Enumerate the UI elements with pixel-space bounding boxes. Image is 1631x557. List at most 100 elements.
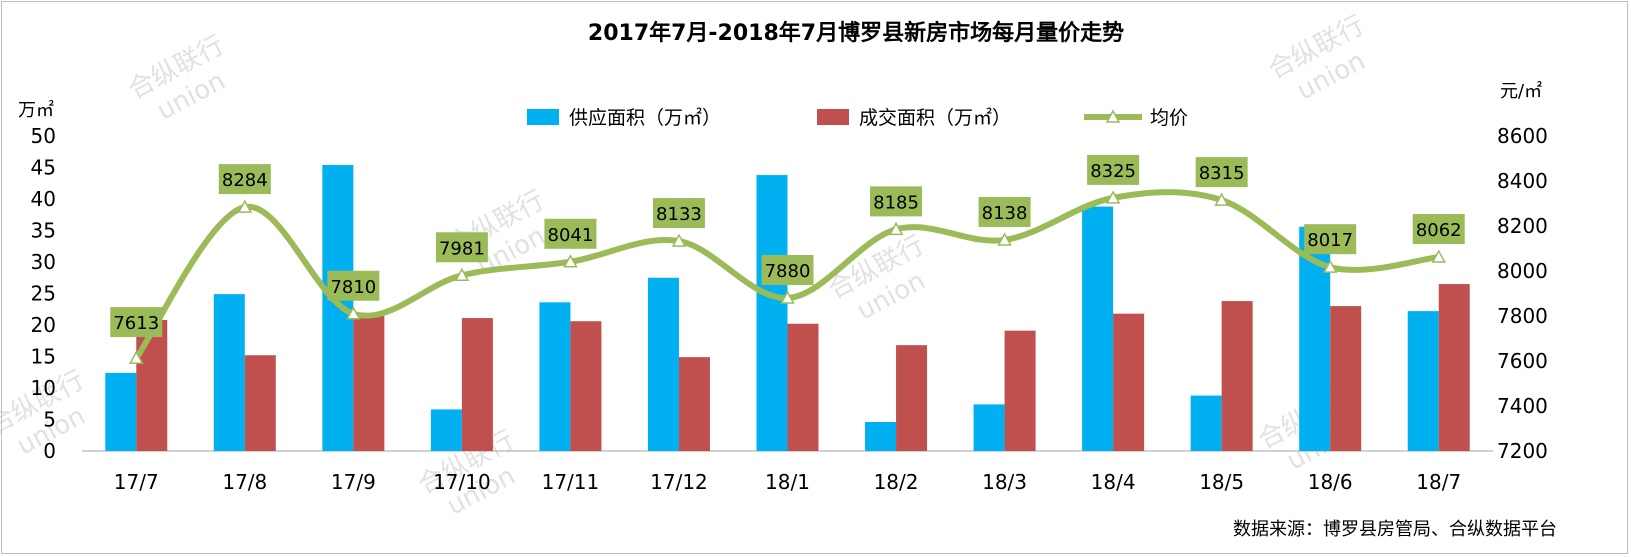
supply-bar bbox=[647, 277, 679, 451]
price-data-label: 8315 bbox=[1195, 157, 1248, 188]
deal-bar bbox=[244, 355, 276, 451]
y-left-tick-label: 40 bbox=[31, 187, 56, 211]
price-label-text: 7810 bbox=[330, 277, 376, 298]
price-marker bbox=[997, 232, 1012, 246]
price-marker bbox=[346, 306, 361, 320]
deal-bar bbox=[136, 319, 168, 451]
legend-label: 成交面积（万㎡） bbox=[859, 106, 1011, 129]
legend-item: 成交面积（万㎡） bbox=[817, 106, 1011, 129]
price-label-text: 7880 bbox=[765, 261, 811, 282]
price-marker bbox=[780, 290, 795, 304]
price-line bbox=[129, 189, 1446, 364]
supply-bar bbox=[1190, 395, 1222, 451]
price-marker bbox=[454, 267, 470, 282]
legend-label: 均价 bbox=[1150, 107, 1188, 129]
price-label-box bbox=[435, 232, 488, 263]
deal-bar bbox=[787, 323, 819, 451]
x-tick-label: 18/4 bbox=[1091, 470, 1136, 494]
price-marker bbox=[563, 254, 578, 268]
deal-bar bbox=[1113, 313, 1145, 451]
price-data-label: 8185 bbox=[870, 186, 923, 217]
deal-bar bbox=[1438, 284, 1470, 451]
deal-bar bbox=[1004, 330, 1036, 451]
x-tick-label: 17/9 bbox=[331, 470, 376, 494]
price-marker bbox=[671, 233, 687, 247]
y-left-tick-label: 25 bbox=[31, 282, 56, 306]
supply-bar bbox=[105, 372, 137, 451]
price-data-label: 8138 bbox=[978, 196, 1031, 227]
supply-bar bbox=[539, 302, 571, 451]
chart-title: 2017年7月-2018年7月博罗县新房市场每月量价走势 bbox=[588, 20, 1124, 46]
price-label-box bbox=[978, 196, 1031, 227]
x-tick-label: 18/1 bbox=[765, 470, 810, 494]
price-label-box bbox=[110, 307, 163, 338]
price-label-text: 8133 bbox=[656, 204, 702, 225]
price-label-box bbox=[327, 270, 380, 301]
y-left-tick-label: 15 bbox=[31, 345, 56, 369]
price-label-text: 8315 bbox=[1199, 163, 1245, 184]
legend: 供应面积（万㎡） 成交面积（万㎡） 均价 bbox=[527, 106, 1188, 129]
x-tick-label: 17/12 bbox=[650, 470, 708, 494]
price-marker bbox=[1214, 192, 1229, 206]
x-tick-label: 18/5 bbox=[1199, 470, 1244, 494]
y-left-tick-label: 35 bbox=[31, 219, 56, 243]
price-label-box bbox=[1195, 157, 1248, 188]
price-data-label: 8017 bbox=[1304, 224, 1357, 255]
y-right-tick-label: 8600 bbox=[1497, 124, 1548, 148]
price-data-label: 8325 bbox=[1087, 154, 1140, 185]
price-label-box bbox=[761, 255, 814, 285]
x-tick-label: 17/11 bbox=[542, 470, 600, 494]
y-left-tick-label: 30 bbox=[31, 250, 56, 274]
deal-bar bbox=[1330, 306, 1362, 451]
deal-bar bbox=[1221, 301, 1253, 451]
price-label-box bbox=[1412, 214, 1465, 245]
price-data-label: 8133 bbox=[652, 198, 705, 229]
supply-bar bbox=[756, 175, 788, 451]
supply-bar bbox=[430, 409, 462, 451]
price-label-text: 8041 bbox=[548, 225, 594, 246]
legend-swatch bbox=[817, 109, 849, 125]
x-tick-label: 17/8 bbox=[222, 470, 267, 494]
supply-bar bbox=[322, 164, 354, 452]
y-right-tick-label: 8000 bbox=[1497, 259, 1548, 283]
deal-bar bbox=[570, 321, 602, 451]
supply-bar bbox=[1407, 311, 1439, 451]
price-label-text: 8325 bbox=[1090, 161, 1136, 182]
price-marker bbox=[888, 221, 904, 236]
y-left-tick-label: 5 bbox=[43, 408, 56, 432]
legend-item: 均价 bbox=[1084, 107, 1188, 129]
price-marker bbox=[1431, 249, 1446, 263]
price-label-text: 7981 bbox=[439, 238, 485, 259]
x-tick-label: 18/2 bbox=[874, 470, 919, 494]
y-right-unit: 元/㎡ bbox=[1500, 80, 1542, 102]
supply-bar bbox=[1082, 206, 1114, 451]
price-data-label: 7880 bbox=[761, 255, 814, 285]
deal-bar bbox=[461, 318, 493, 451]
price-marker bbox=[129, 350, 144, 364]
y-right-tick-label: 7600 bbox=[1497, 349, 1548, 373]
price-data-label: 7613 bbox=[110, 307, 163, 338]
supply-bar bbox=[213, 294, 245, 451]
price-label-text: 8185 bbox=[873, 192, 919, 213]
legend-item: 供应面积（万㎡） bbox=[527, 106, 721, 129]
bars bbox=[105, 164, 1470, 452]
data-labels: 7613 8284 7810 7981 8041 8133 7880 8185 8138 8325… bbox=[110, 154, 1465, 338]
legend-marker bbox=[1105, 109, 1121, 123]
price-label-text: 8017 bbox=[1307, 230, 1353, 251]
x-tick-label: 18/3 bbox=[982, 470, 1027, 494]
price-label-text: 7613 bbox=[113, 313, 159, 334]
price-data-label: 7981 bbox=[435, 232, 488, 263]
y-left-unit: 万㎡ bbox=[18, 99, 54, 121]
y-left-tick-label: 0 bbox=[43, 439, 56, 463]
y-right-tick-label: 8200 bbox=[1497, 214, 1548, 238]
x-tick-label: 18/6 bbox=[1308, 470, 1353, 494]
price-label-box bbox=[218, 164, 271, 195]
y-left-tick-label: 45 bbox=[31, 156, 56, 180]
supply-bar bbox=[973, 404, 1005, 451]
supply-bar bbox=[865, 422, 897, 451]
